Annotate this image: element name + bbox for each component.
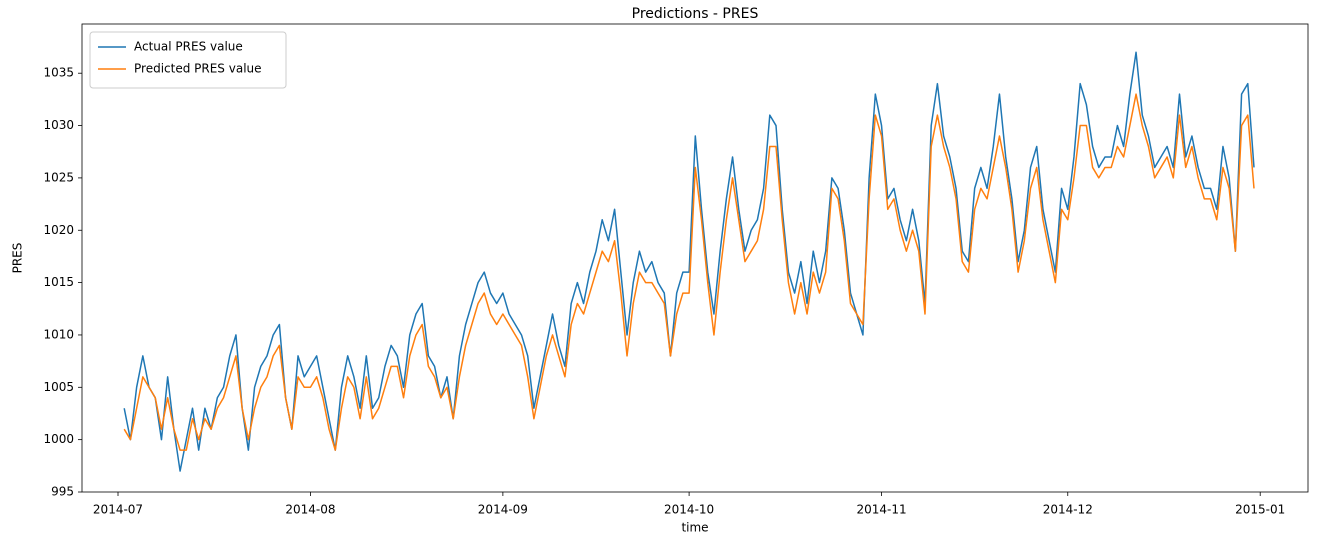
x-tick-label: 2014-08 [285, 503, 335, 517]
series-line [123, 51, 1255, 472]
legend-label: Actual PRES value [134, 40, 243, 54]
x-axis-label: time [681, 521, 708, 535]
y-tick-label: 1015 [43, 275, 74, 289]
x-tick-label: 2014-10 [664, 503, 714, 517]
y-tick-label: 1010 [43, 327, 74, 341]
y-tick-label: 1020 [43, 223, 74, 237]
y-tick-label: 1005 [43, 380, 74, 394]
y-tick-label: 1035 [43, 66, 74, 80]
legend-box [89, 31, 287, 89]
x-tick-label: 2014-11 [856, 503, 906, 517]
x-tick-label: 2015-01 [1235, 503, 1285, 517]
y-tick-label: 1000 [43, 432, 74, 446]
legend: Actual PRES value Predicted PRES value [89, 31, 287, 89]
chart-title: Predictions - PRES [632, 6, 759, 22]
plot-frame [81, 23, 1309, 493]
y-axis-label: PRES [11, 243, 25, 274]
y-tick-label: 1025 [43, 170, 74, 184]
y-tick-label: 995 [51, 485, 74, 499]
series-line [123, 93, 1255, 451]
x-tick-label: 2014-09 [478, 503, 528, 517]
x-tick-label: 2014-07 [93, 503, 143, 517]
y-tick-label: 1030 [43, 118, 74, 132]
x-tick-label: 2014-12 [1043, 503, 1093, 517]
legend-label: Predicted PRES value [134, 62, 262, 76]
